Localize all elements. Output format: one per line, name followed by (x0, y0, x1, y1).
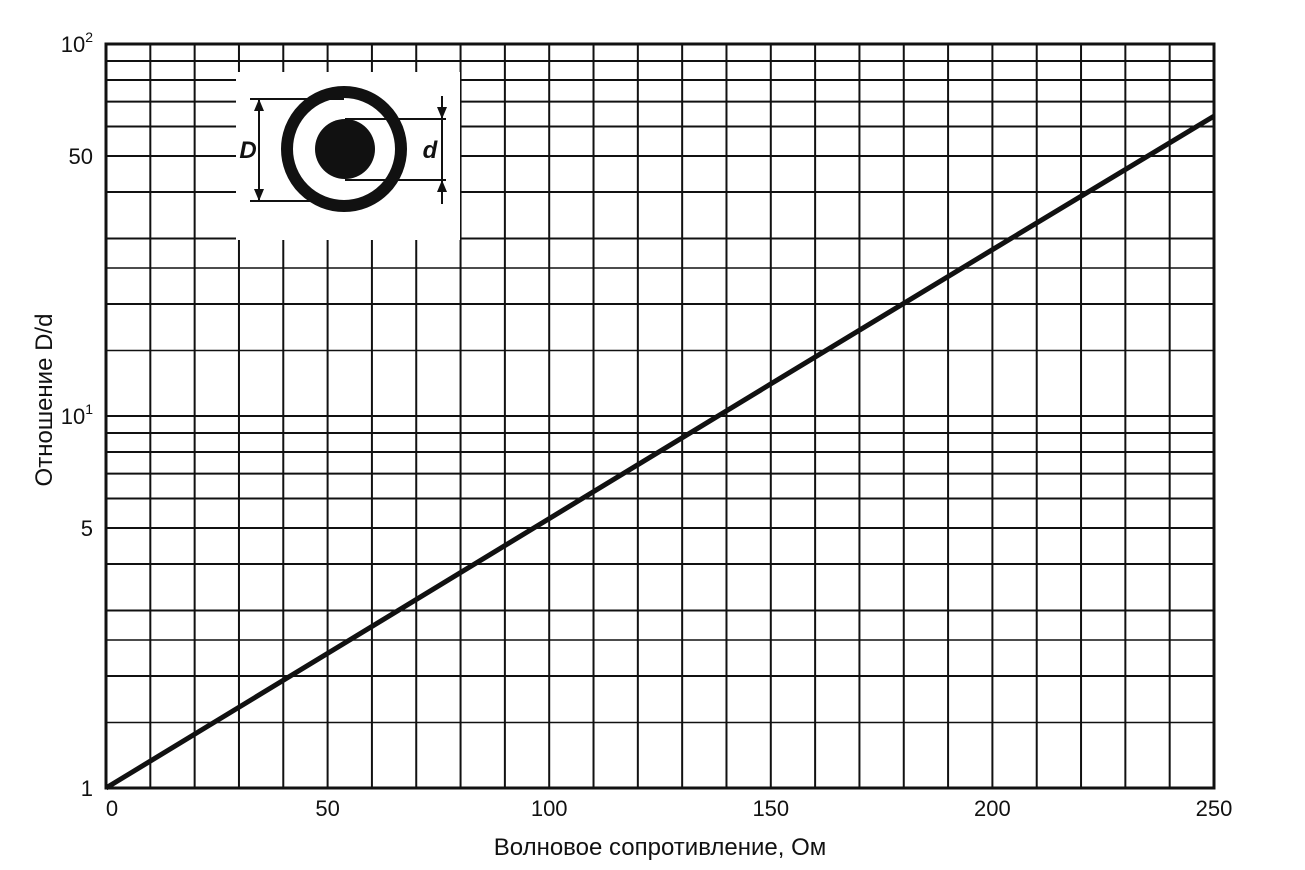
inner-conductor (315, 119, 375, 179)
y-tick-label: 5 (81, 516, 93, 541)
x-tick-label: 0 (106, 796, 118, 821)
y-tick-label: 101 (61, 401, 93, 429)
outer-conductor-ring (281, 86, 407, 212)
y-tick-label: 50 (69, 144, 93, 169)
y-tick-label: 1 (81, 776, 93, 801)
data-line (104, 113, 1216, 791)
outer-diameter-label: D (239, 137, 256, 164)
x-tick-label: 50 (315, 796, 339, 821)
y-tick-labels: 1 5 101 50 102 (61, 29, 93, 801)
inner-arrow-top (437, 107, 447, 119)
x-tick-label: 250 (1196, 796, 1233, 821)
x-tick-label: 200 (974, 796, 1011, 821)
inner-diameter-label: d (423, 137, 439, 164)
x-tick-labels: 0 50 100 150 200 250 (106, 796, 1232, 821)
inner-arrow-bottom (437, 180, 447, 192)
outer-arrow-bottom (254, 189, 264, 201)
x-tick-label: 100 (531, 796, 568, 821)
coax-inset: D d (236, 72, 460, 240)
x-tick-label: 150 (752, 796, 789, 821)
x-axis-title: Волновое сопротивление, Ом (494, 834, 827, 861)
outer-arrow-top (254, 99, 264, 111)
plot-frame (104, 42, 1216, 790)
y-tick-label: 102 (61, 29, 93, 57)
y-axis-title: Отношение D/d (31, 314, 58, 487)
